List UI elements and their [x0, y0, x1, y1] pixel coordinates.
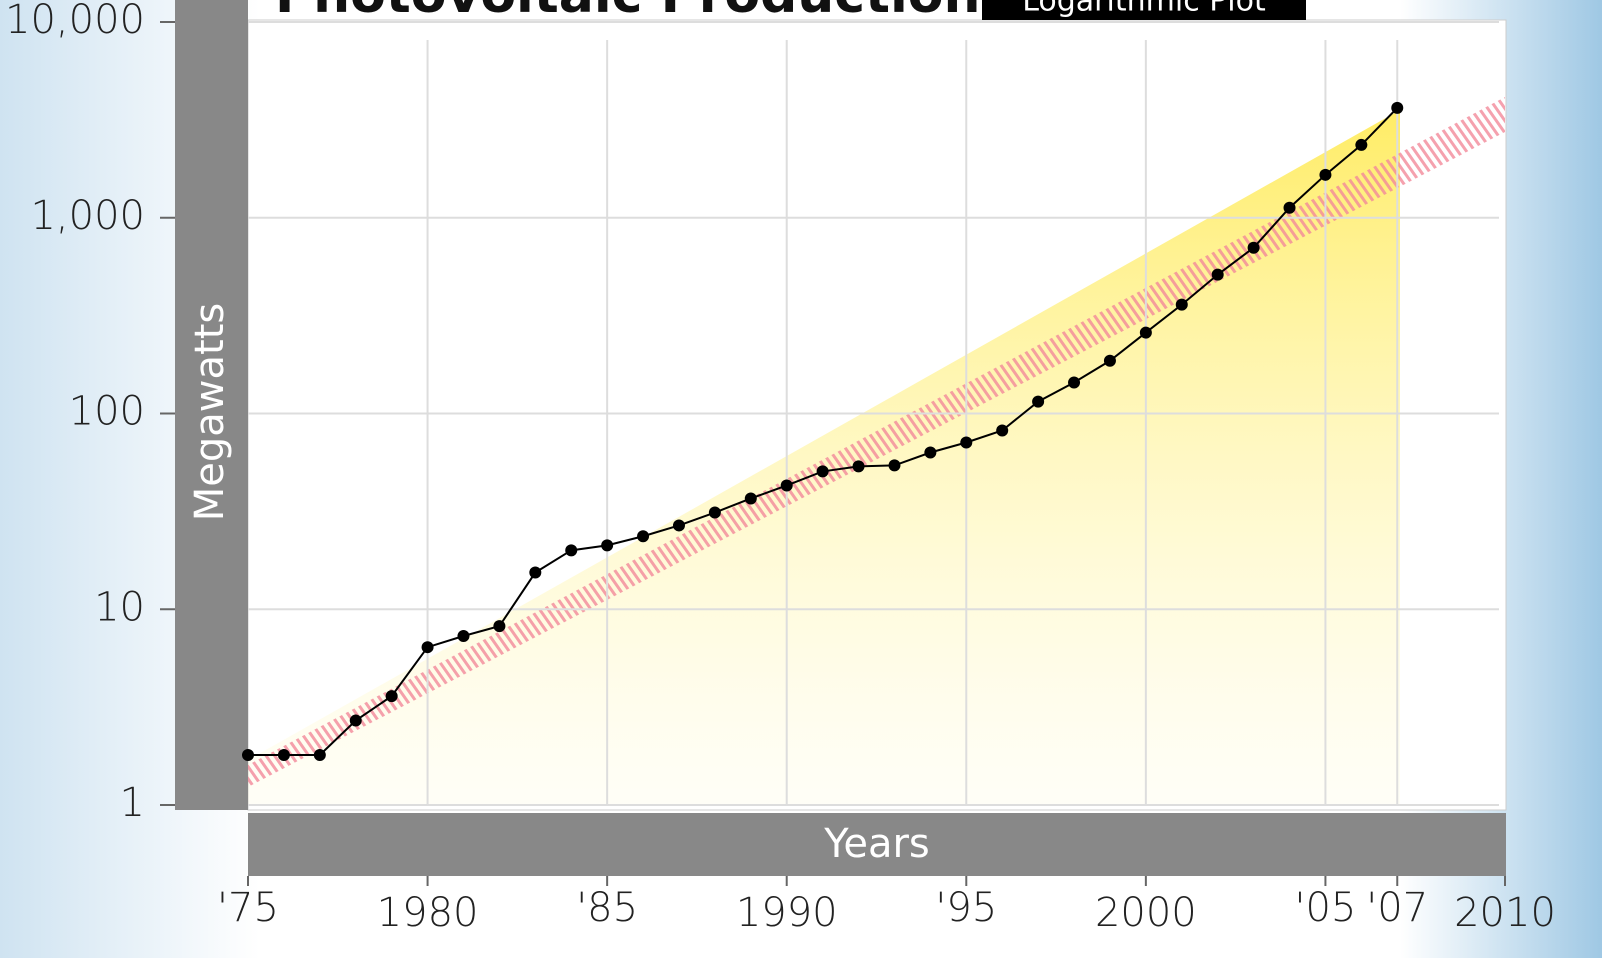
grid — [160, 21, 1506, 886]
data-point — [924, 446, 937, 459]
data-point — [457, 630, 470, 643]
data-point — [1211, 268, 1224, 281]
data-point — [637, 530, 650, 543]
data-point — [1139, 326, 1152, 339]
subtitle-box — [982, 0, 1306, 20]
x-tick-label: '05 — [1294, 885, 1356, 931]
data-point — [780, 479, 793, 492]
chart-subtitle: Logarithmic Plot — [1022, 0, 1266, 19]
trend-band — [248, 97, 1505, 787]
x-axis-label: Years — [823, 821, 930, 867]
data-point — [601, 539, 614, 552]
data-point — [1247, 241, 1260, 254]
y-tick-label: 10 — [94, 584, 145, 630]
data-point — [1319, 168, 1332, 181]
data-point — [1175, 298, 1188, 311]
data-point — [672, 519, 685, 532]
data-point — [493, 620, 506, 633]
data-point — [242, 749, 254, 762]
chart-title: Photovoltaic Production — [275, 0, 981, 25]
x-tick-label: '75 — [217, 885, 279, 931]
y-tick-label: 1 — [120, 780, 145, 826]
data-point — [1355, 138, 1368, 151]
x-tick-label: '07 — [1366, 885, 1428, 931]
data-point — [529, 566, 542, 579]
data-point — [565, 544, 578, 557]
data-point — [1283, 201, 1296, 214]
x-tick-label: 2000 — [1095, 890, 1197, 936]
data-point — [816, 465, 829, 478]
y-tick-label: 1,000 — [30, 193, 145, 239]
x-axis-bar — [248, 813, 1506, 876]
data-point — [1068, 376, 1081, 389]
x-tick-label: 1990 — [736, 890, 838, 936]
x-tick-label: '95 — [935, 885, 997, 931]
data-point — [744, 492, 757, 505]
data-point — [996, 424, 1009, 437]
data-point — [960, 436, 973, 449]
marks — [242, 101, 1404, 762]
data-point — [385, 690, 398, 703]
data-point — [1391, 101, 1404, 114]
x-tick-label: '85 — [576, 885, 638, 931]
x-tick-label: 1980 — [377, 890, 479, 936]
y-axis-label: Megawatts — [187, 303, 233, 521]
data-point — [277, 749, 290, 762]
y-axis-bar — [175, 0, 248, 810]
data-point — [1103, 354, 1116, 367]
data-point — [421, 641, 434, 654]
x-tick-label: 2010 — [1454, 890, 1556, 936]
data-point — [313, 749, 326, 762]
data-point — [349, 714, 362, 727]
data-point — [708, 506, 721, 519]
data-point — [852, 460, 865, 473]
data-point — [888, 459, 901, 472]
data-point — [1032, 395, 1045, 408]
y-tick-label: 100 — [69, 389, 145, 435]
y-tick-label: 10,000 — [5, 0, 145, 43]
